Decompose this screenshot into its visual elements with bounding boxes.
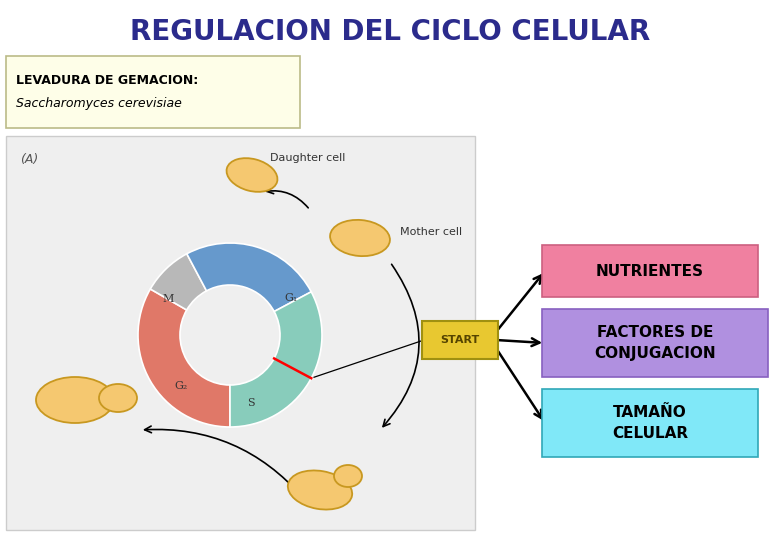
FancyBboxPatch shape: [422, 321, 498, 359]
Text: NUTRIENTES: NUTRIENTES: [596, 264, 704, 279]
FancyBboxPatch shape: [542, 309, 768, 377]
Ellipse shape: [226, 158, 278, 192]
Text: LEVADURA DE GEMACION:: LEVADURA DE GEMACION:: [16, 73, 198, 86]
Text: (A): (A): [20, 153, 38, 166]
Text: Daughter cell: Daughter cell: [270, 153, 346, 163]
FancyBboxPatch shape: [6, 56, 300, 128]
Text: FACTORES DE: FACTORES DE: [597, 325, 713, 340]
Ellipse shape: [334, 465, 362, 487]
Text: START: START: [441, 335, 480, 345]
Text: M: M: [163, 294, 174, 305]
Wedge shape: [230, 292, 322, 427]
Ellipse shape: [288, 470, 353, 510]
Text: S: S: [247, 398, 254, 408]
Wedge shape: [186, 243, 311, 312]
Text: Saccharomyces cerevisiae: Saccharomyces cerevisiae: [16, 98, 182, 111]
Text: REGULACION DEL CICLO CELULAR: REGULACION DEL CICLO CELULAR: [130, 18, 650, 46]
FancyBboxPatch shape: [542, 389, 758, 457]
Wedge shape: [151, 254, 207, 310]
FancyBboxPatch shape: [6, 136, 475, 530]
Text: G₁: G₁: [284, 293, 297, 303]
Text: Mother cell: Mother cell: [400, 227, 462, 237]
FancyBboxPatch shape: [542, 245, 758, 297]
Text: G₂: G₂: [174, 381, 187, 391]
Text: CELULAR: CELULAR: [612, 426, 688, 441]
Wedge shape: [138, 289, 230, 427]
Text: CONJUGACION: CONJUGACION: [594, 346, 716, 361]
Ellipse shape: [330, 220, 390, 256]
Text: TAMAÑO: TAMAÑO: [613, 405, 687, 420]
Ellipse shape: [36, 377, 114, 423]
Ellipse shape: [99, 384, 137, 412]
